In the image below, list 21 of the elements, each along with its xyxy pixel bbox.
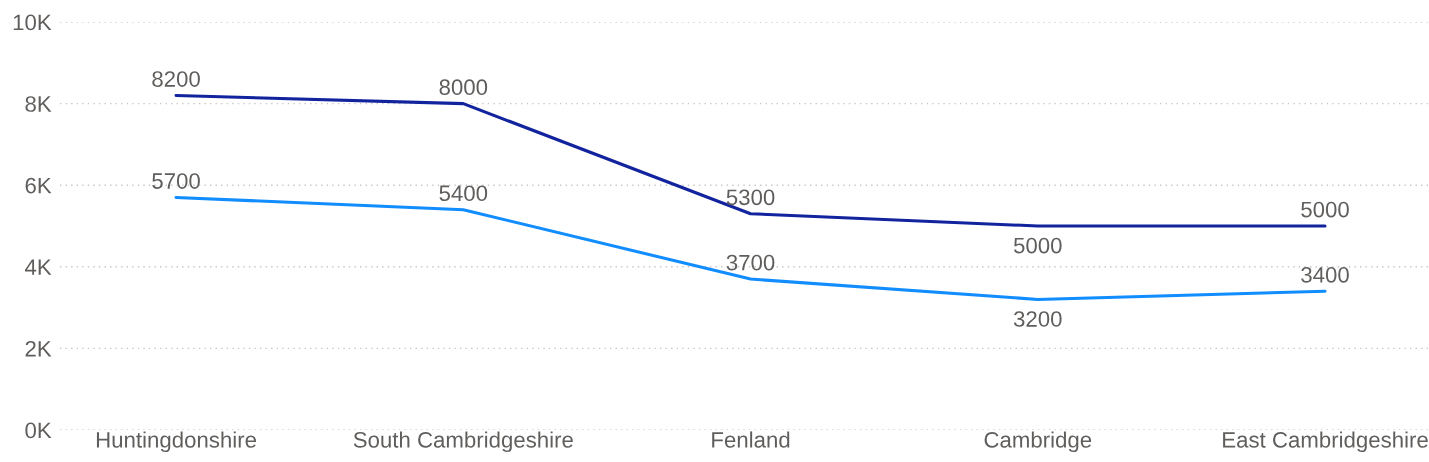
data-label: 5700: [152, 173, 200, 189]
y-tick-label: 0K: [25, 422, 52, 439]
y-tick-label: 2K: [25, 340, 52, 357]
x-tick-label: Fenland: [712, 431, 790, 448]
data-label: 5400: [439, 185, 488, 202]
x-tick-label: Cambridge: [984, 431, 1092, 453]
data-label: 3200: [1013, 311, 1062, 327]
x-tick-label: Huntingdonshire: [96, 431, 256, 453]
data-label: 5300: [726, 189, 775, 206]
x-tick-label: East Cambridgeshire: [1223, 431, 1428, 453]
data-label: 5000: [1301, 201, 1349, 218]
data-label: 8200: [152, 71, 200, 87]
y-tick-label: 8K: [25, 96, 52, 112]
data-label: 3700: [726, 254, 775, 271]
y-tick-label: 6K: [25, 177, 52, 194]
x-tick-label: South Cambridgeshire: [353, 431, 573, 453]
data-label: 8000: [439, 79, 488, 96]
y-tick-label: 4K: [25, 259, 52, 275]
data-label: 3400: [1301, 266, 1349, 283]
data-label: 5000: [1013, 237, 1062, 254]
y-tick-label: 10K: [13, 14, 52, 31]
